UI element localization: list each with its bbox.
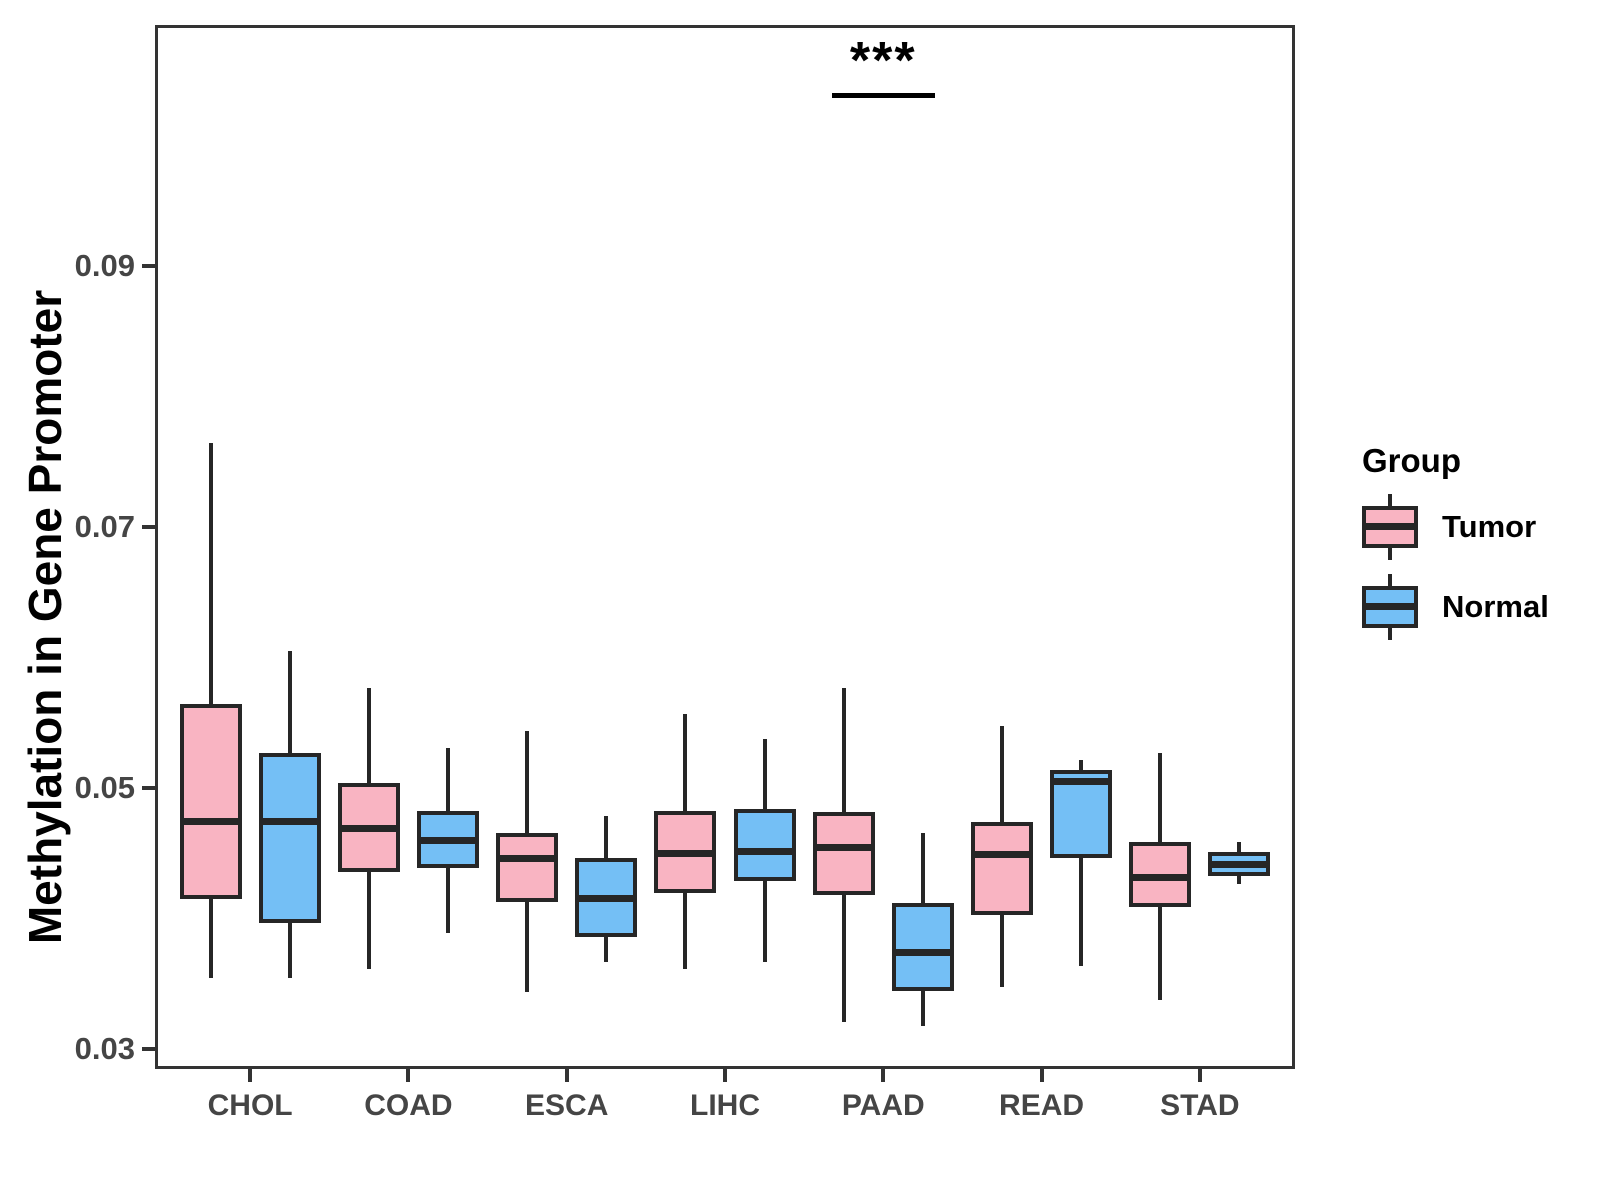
x-tick-label-stad: STAD xyxy=(1160,1089,1240,1122)
box-LIHC-normal xyxy=(733,809,796,882)
median-ESCA-tumor xyxy=(496,855,559,863)
key-lower-whisker xyxy=(1388,548,1392,560)
box-CHOL-normal xyxy=(258,753,321,923)
y-tick-label: 0.09 xyxy=(74,248,135,284)
y-axis-title: Methylation in Gene Promoter xyxy=(19,289,71,945)
median-PAAD-tumor xyxy=(812,843,875,851)
y-tick-mark xyxy=(142,1047,155,1052)
key-median xyxy=(1362,523,1418,530)
plot-area xyxy=(155,25,1295,1069)
normal-boxplot-key-icon xyxy=(1362,574,1418,640)
x-tick-mark xyxy=(1197,1069,1202,1082)
y-tick-mark xyxy=(142,525,155,530)
tumor-boxplot-key-icon xyxy=(1362,494,1418,560)
median-COAD-tumor xyxy=(337,825,400,833)
legend-entry-normal: Normal xyxy=(1362,574,1600,640)
y-tick-mark xyxy=(142,786,155,791)
median-READ-normal xyxy=(1050,778,1113,786)
legend-label-tumor: Tumor xyxy=(1442,509,1537,544)
y-tick-label: 0.03 xyxy=(74,1031,135,1067)
median-ESCA-normal xyxy=(575,894,638,902)
y-tick-label: 0.05 xyxy=(74,770,135,806)
median-LIHC-normal xyxy=(733,847,796,855)
x-tick-mark xyxy=(406,1069,411,1082)
legend-label-normal: Normal xyxy=(1442,589,1549,624)
x-tick-label-coad: COAD xyxy=(364,1089,453,1122)
x-tick-mark xyxy=(881,1069,886,1082)
legend-entry-tumor: Tumor xyxy=(1362,494,1600,560)
x-tick-label-paad: PAAD xyxy=(841,1089,925,1122)
x-tick-label-esca: ESCA xyxy=(525,1089,609,1122)
x-tick-mark xyxy=(248,1069,253,1082)
significance-stars: *** xyxy=(849,31,917,90)
median-STAD-normal xyxy=(1208,860,1271,868)
box-CHOL-tumor xyxy=(179,703,242,900)
legend-title: Group xyxy=(1362,442,1461,479)
median-CHOL-normal xyxy=(258,817,321,825)
key-median xyxy=(1362,603,1418,610)
median-CHOL-tumor xyxy=(179,817,242,825)
box-PAAD-normal xyxy=(891,903,954,991)
x-tick-label-read: READ xyxy=(999,1089,1085,1122)
median-READ-tumor xyxy=(971,851,1033,859)
x-tick-label-lihc: LIHC xyxy=(690,1089,760,1122)
median-PAAD-normal xyxy=(891,949,954,957)
median-STAD-tumor xyxy=(1129,873,1192,881)
key-upper-whisker xyxy=(1388,574,1392,586)
significance-bracket-line xyxy=(831,92,935,98)
key-lower-whisker xyxy=(1388,628,1392,640)
median-COAD-normal xyxy=(417,837,479,845)
box-READ-tumor xyxy=(971,822,1033,915)
box-ESCA-tumor xyxy=(496,832,559,902)
x-tick-label-chol: CHOL xyxy=(207,1089,293,1122)
x-tick-mark xyxy=(1039,1069,1044,1082)
x-tick-mark xyxy=(723,1069,727,1082)
key-upper-whisker xyxy=(1388,494,1392,506)
x-tick-mark xyxy=(564,1069,569,1082)
y-tick-mark xyxy=(142,264,155,269)
y-tick-label: 0.07 xyxy=(74,509,135,545)
box-PAAD-tumor xyxy=(812,811,875,896)
median-LIHC-tumor xyxy=(654,850,717,858)
whisker-READ-normal xyxy=(1079,759,1084,966)
legend: Group Tumor Normal xyxy=(1338,442,1600,654)
